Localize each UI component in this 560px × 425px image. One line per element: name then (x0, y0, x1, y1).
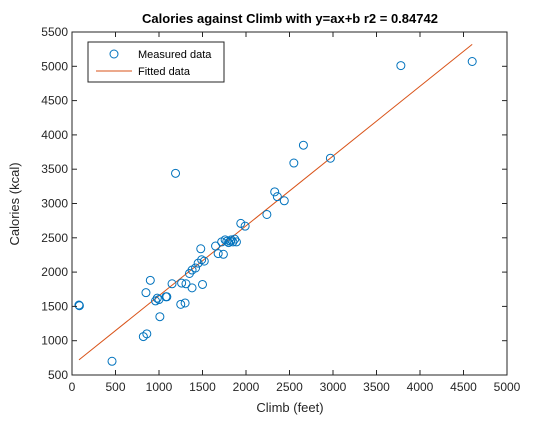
data-point (142, 329, 152, 339)
data-point (74, 301, 84, 311)
legend-marker-circle (109, 49, 119, 59)
x-tick-label: 1000 (146, 380, 173, 394)
data-point (228, 237, 238, 247)
x-tick-label: 2000 (233, 380, 260, 394)
x-tick-label: 5000 (494, 380, 521, 394)
x-tick-label: 4000 (407, 380, 434, 394)
axis-labels: Calories against Climb with y=ax+b r2 = … (7, 11, 438, 415)
chart-title: Calories against Climb with y=ax+b r2 = … (142, 11, 438, 26)
y-axis-label: Calories (kcal) (7, 162, 22, 245)
y-tick-label: 3000 (41, 197, 68, 211)
x-axis-label: Climb (feet) (256, 400, 323, 415)
data-point (213, 249, 223, 259)
data-point (155, 312, 165, 322)
y-tick-label: 4500 (41, 94, 68, 108)
data-point (152, 293, 162, 303)
data-point (171, 168, 181, 178)
x-tick-label: 4500 (450, 380, 477, 394)
data-point (141, 288, 151, 298)
x-tick-label: 500 (105, 380, 125, 394)
x-tick-label: 3000 (320, 380, 347, 394)
data-point (162, 292, 172, 302)
data-point (181, 279, 191, 289)
data-point (199, 256, 209, 266)
data-point (279, 196, 289, 206)
data-point (191, 263, 201, 273)
y-tick-label: 3500 (41, 162, 68, 176)
data-marks (74, 43, 477, 366)
data-point (226, 235, 236, 245)
data-point (145, 275, 155, 285)
y-tick-label: 1500 (41, 299, 68, 313)
axis-ticks: 0 500 1000 1500 2000 2500 3000 3500 4000 4500 5000… (41, 25, 520, 394)
data-point (180, 298, 190, 308)
data-point (467, 56, 477, 66)
data-point (236, 218, 246, 228)
data-point (272, 192, 282, 202)
y-tick-label: 2000 (41, 265, 68, 279)
legend-label: Fitted data (138, 66, 191, 78)
plot-area (71, 31, 508, 376)
x-tick-label: 0 (69, 380, 76, 394)
data-point (270, 187, 280, 197)
legend-label: Measured data (138, 49, 212, 61)
data-point (240, 221, 250, 231)
axes-box (71, 31, 508, 376)
y-tick-label: 5500 (41, 25, 68, 39)
data-point (289, 158, 299, 168)
data-point (187, 283, 197, 293)
y-tick-label: 5000 (41, 59, 68, 73)
legend: Measured data Fitted data (87, 41, 225, 83)
data-point (107, 356, 117, 366)
data-point (298, 140, 308, 150)
x-tick-label: 1500 (189, 380, 216, 394)
data-point (396, 61, 406, 71)
x-tick-label: 2500 (276, 380, 303, 394)
y-tick-label: 500 (48, 368, 68, 382)
legend-box (87, 41, 225, 83)
data-point (196, 244, 206, 254)
y-tick-label: 2500 (41, 231, 68, 245)
data-point (167, 279, 177, 289)
data-point (176, 299, 186, 309)
data-point (231, 237, 241, 247)
data-point (262, 209, 272, 219)
y-tick-label: 1000 (41, 334, 68, 348)
y-tick-label: 4000 (41, 128, 68, 142)
data-point (197, 255, 207, 265)
data-point (198, 279, 207, 289)
data-point (325, 153, 335, 163)
data-point (177, 278, 187, 288)
data-point (218, 249, 228, 259)
data-point (230, 234, 240, 244)
fitted-line (78, 43, 473, 361)
x-tick-label: 3500 (363, 380, 390, 394)
